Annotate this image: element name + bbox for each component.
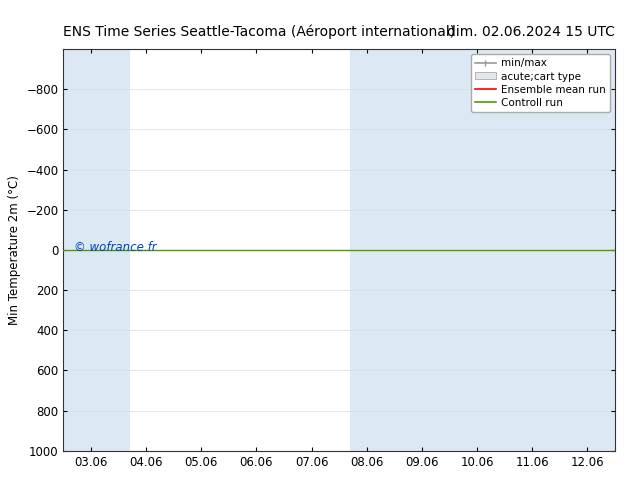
Text: ENS Time Series Seattle-Tacoma (Aéroport international): ENS Time Series Seattle-Tacoma (Aéroport… xyxy=(63,24,455,39)
Bar xyxy=(63,49,129,451)
Text: © wofrance.fr: © wofrance.fr xyxy=(74,242,157,254)
Y-axis label: Min Temperature 2m (°C): Min Temperature 2m (°C) xyxy=(8,175,21,325)
Bar xyxy=(350,49,505,451)
Legend: min/max, acute;cart type, Ensemble mean run, Controll run: min/max, acute;cart type, Ensemble mean … xyxy=(470,54,610,112)
Bar xyxy=(505,49,615,451)
Text: dim. 02.06.2024 15 UTC: dim. 02.06.2024 15 UTC xyxy=(447,25,615,39)
